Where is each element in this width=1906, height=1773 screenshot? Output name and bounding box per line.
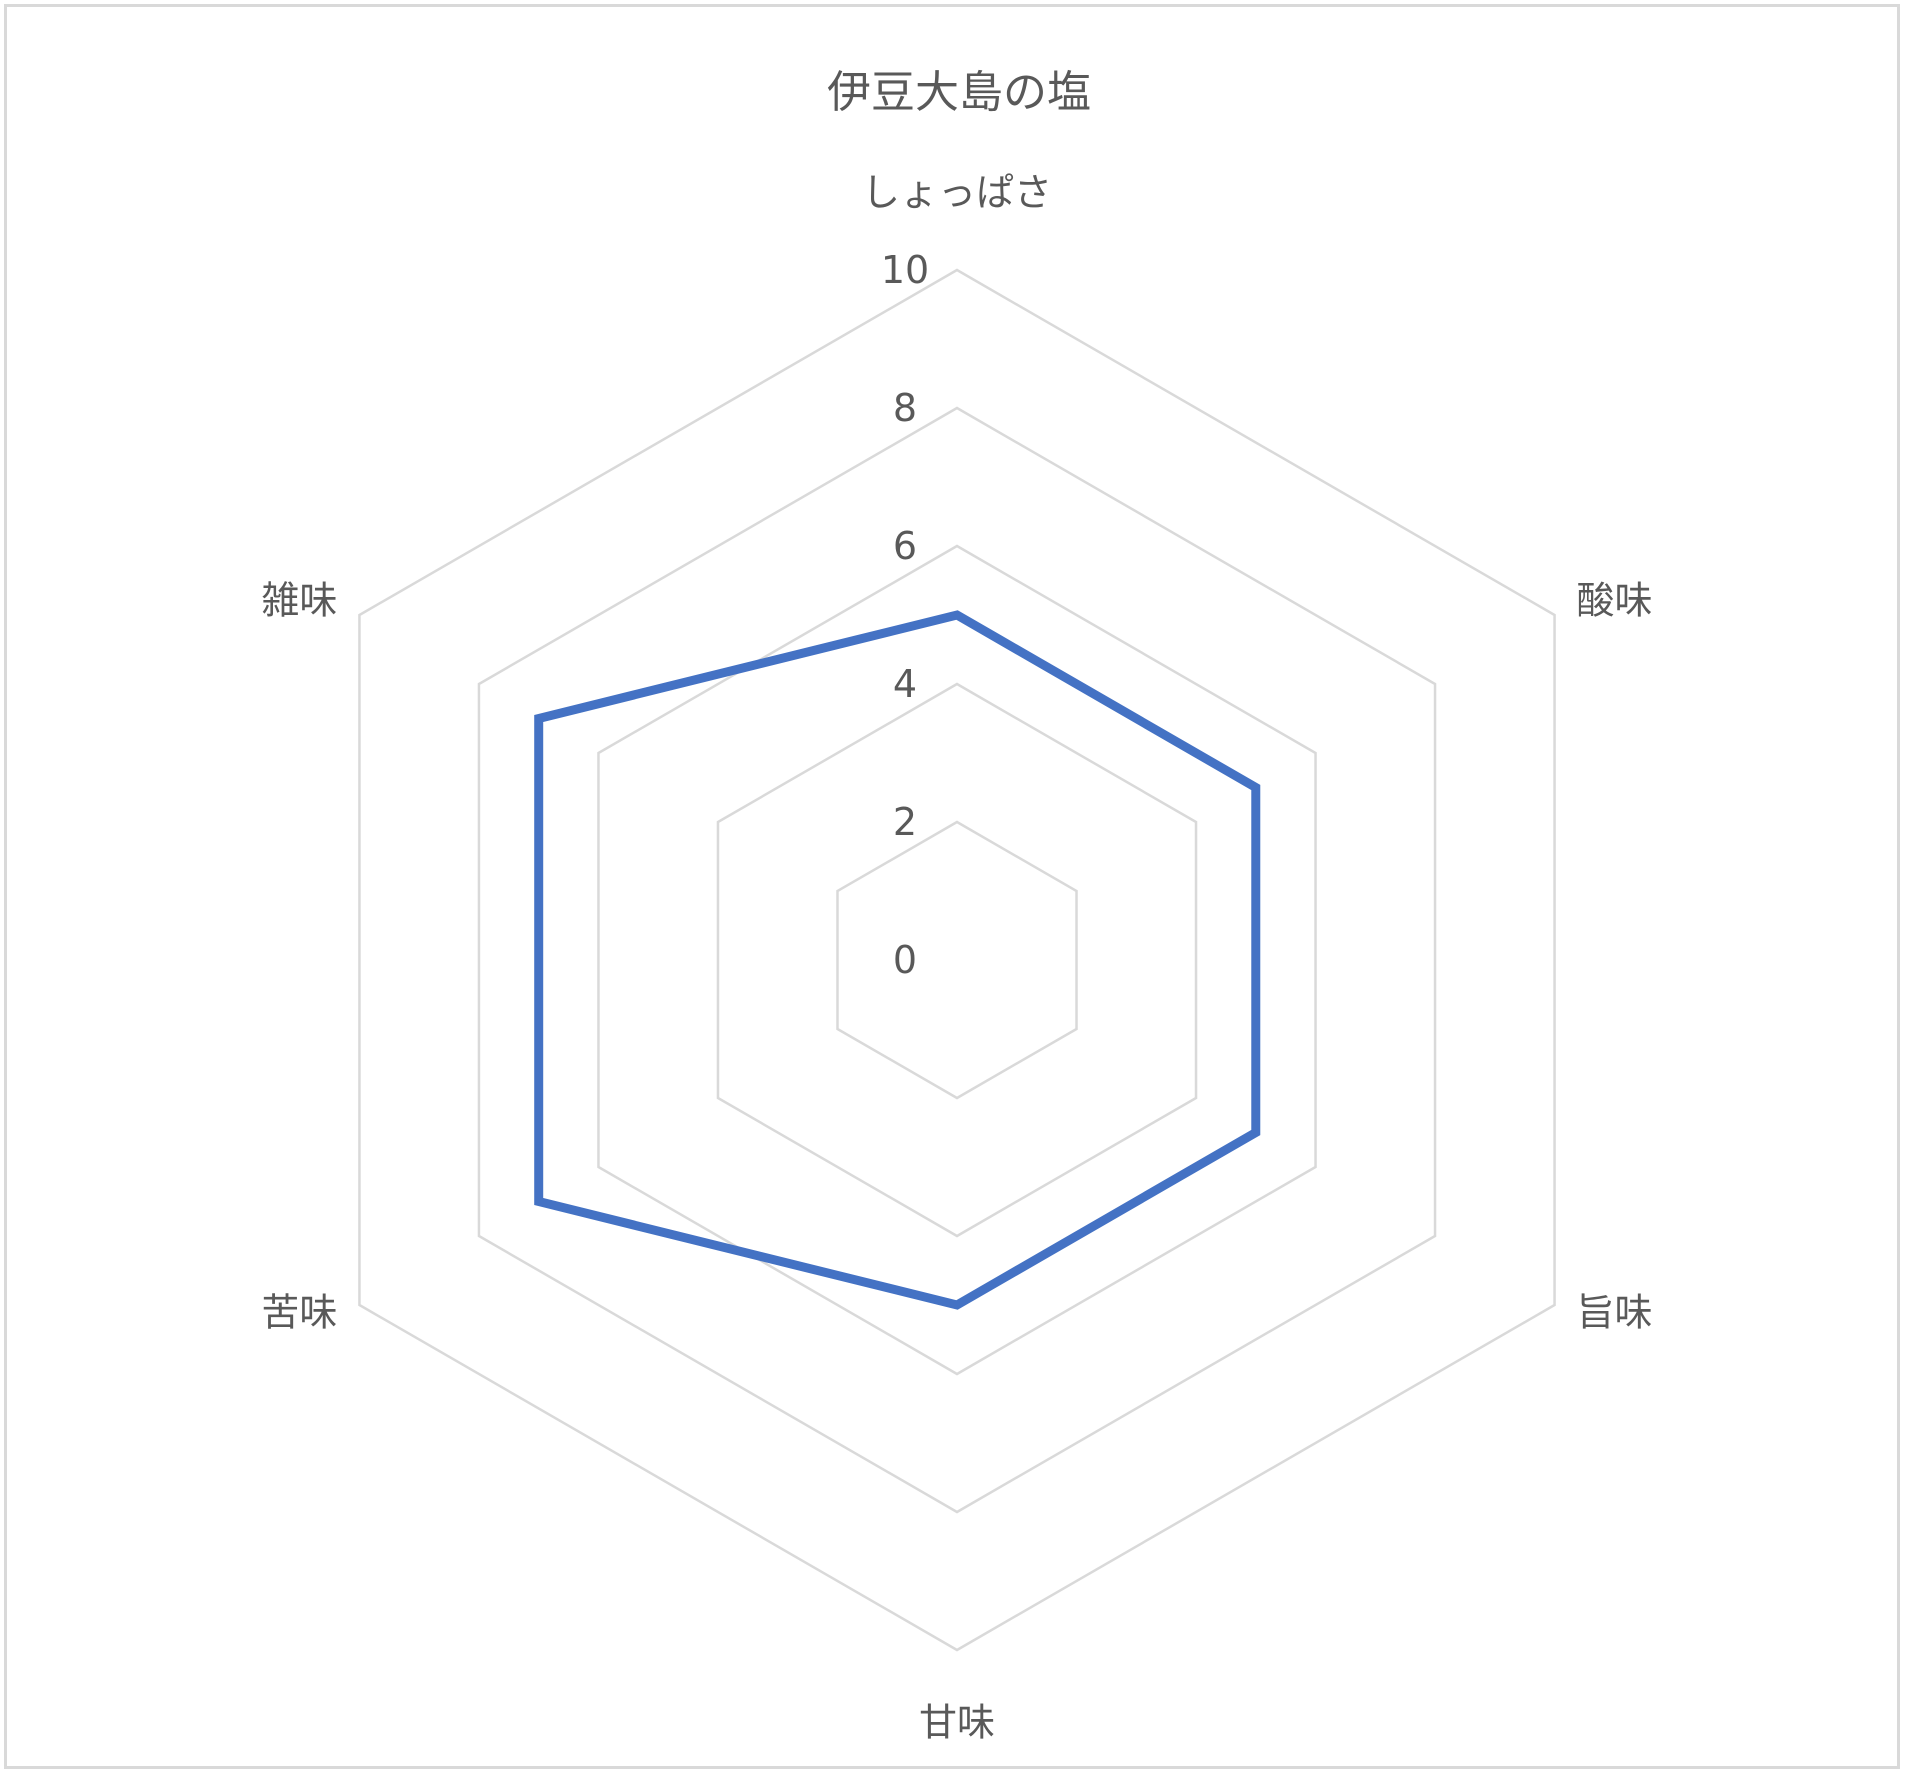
series-layer (534, 610, 1261, 1310)
tick-label-10: 10 (881, 248, 929, 292)
grid-ring-8 (477, 406, 1437, 1514)
tick-label-8: 8 (893, 386, 917, 430)
grid-ring-6 (597, 544, 1317, 1376)
grid-ring-4 (716, 682, 1198, 1238)
chart-title: 伊豆大島の塩 (827, 67, 1091, 118)
grid-ring-2 (836, 820, 1078, 1100)
category-label-1: 酸味 (1577, 579, 1653, 623)
category-label-4: 苦味 (261, 1291, 337, 1335)
tick-label-2: 2 (893, 800, 917, 844)
category-label-2: 旨味 (1577, 1291, 1653, 1335)
category-label-3: 甘味 (919, 1701, 995, 1745)
chart-frame: 伊豆大島の塩 0 2 4 6 8 10 しょっぱさ酸味旨味甘味 苦味 雑味 (4, 4, 1900, 1769)
tick-label-6: 6 (893, 524, 917, 568)
tick-label-0: 0 (893, 938, 917, 982)
tick-label-4: 4 (893, 662, 917, 706)
series-0-line (534, 610, 1261, 1310)
category-label-0: しょっぱさ (862, 171, 1052, 215)
category-label-5: 雑味 (261, 579, 337, 623)
grid-layer (358, 268, 1556, 1652)
grid-ring-10 (358, 268, 1556, 1652)
tick-layer: 0 2 4 6 8 10 (881, 248, 929, 982)
